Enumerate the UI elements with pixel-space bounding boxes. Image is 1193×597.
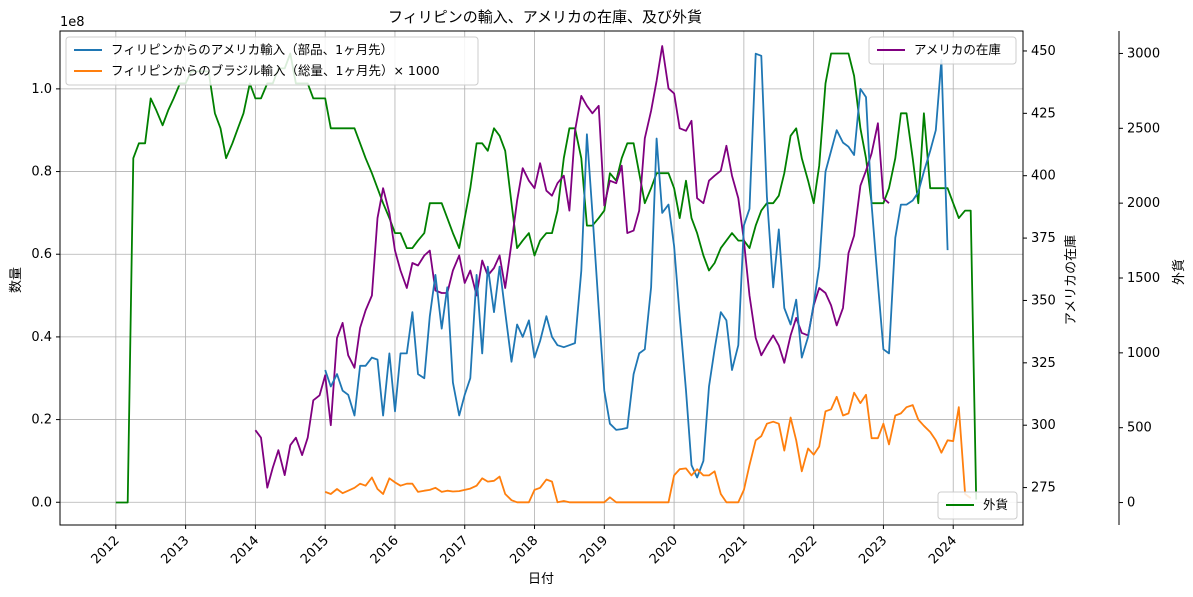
y-right-forex-tick-label: 1000 [1127,346,1160,361]
y-offset-label: 1e8 [60,15,85,30]
y-axis-label-right-forex: 外貨 [1171,259,1187,285]
series-layer [115,45,978,504]
legend-label-us-imports: フィリピンからのアメリカ輸入（部品、1ヶ月先） [111,42,393,57]
y-axis-right-forex: 0 500 1000 1500 2000 2500 3000 [1118,31,1160,525]
y-left-tick-label: 0.0 [31,495,52,510]
y-right-stock-tick-label: 275 [1031,481,1056,496]
series-brazil-imports-line [324,391,972,504]
y-axis-left: 0.0 0.2 0.4 0.6 0.8 1.0 [31,82,60,510]
y-right-stock-tick-label: 325 [1031,356,1056,371]
y-right-forex-tick-label: 2500 [1127,121,1160,136]
legend-stock: アメリカの在庫 [868,36,1017,65]
x-tick-label: 2020 [647,533,681,567]
legend-label-brazil-imports: フィリピンからのブラジル輸入（総量、1ヶ月先）× 1000 [111,63,440,78]
y-right-stock-tick-label: 375 [1031,231,1056,246]
y-right-stock-tick-label: 400 [1031,169,1056,184]
y-right-forex-tick-label: 0 [1127,496,1135,511]
legend-label-forex: 外貨 [983,497,1008,512]
y-right-stock-tick-label: 350 [1031,293,1056,308]
y-right-stock-tick-label: 425 [1031,106,1056,121]
y-left-tick-label: 0.4 [31,330,52,345]
y-right-forex-tick-label: 3000 [1127,46,1160,61]
y-left-tick-label: 0.6 [31,247,52,262]
y-axis-right-stock: 275 300 325 350 375 400 425 450 [1023,44,1056,496]
y-right-stock-tick-label: 450 [1031,44,1056,59]
y-right-forex-tick-label: 500 [1127,421,1152,436]
x-tick-label: 2019 [577,533,611,567]
y-axis-label-right-stock: アメリカの在庫 [1064,235,1079,325]
y-left-tick-label: 1.0 [31,82,52,97]
y-right-forex-tick-label: 2000 [1127,196,1160,211]
chart-title: フィリピンの輸入、アメリカの在庫、及び外貨 [388,8,702,26]
x-tick-label: 2022 [786,533,820,567]
x-tick-label: 2016 [368,533,402,567]
series-us-imports-line [324,52,949,479]
x-axis: 2012 2013 2014 2015 2016 2017 2018 2019 2020 2021… [89,525,960,567]
plot-frame [59,30,1024,526]
x-axis-label: 日付 [528,572,554,587]
x-tick-label: 2021 [717,533,751,567]
grid [60,31,1023,525]
x-tick-label: 2013 [158,533,192,567]
y-left-tick-label: 0.8 [31,165,52,180]
series-us-stock-line [254,45,890,489]
x-tick-label: 2023 [856,533,890,567]
y-right-stock-tick-label: 300 [1031,418,1056,433]
y-right-forex-tick-label: 1500 [1127,271,1160,286]
x-tick-label: 2012 [89,533,123,567]
legend-label-us-stock: アメリカの在庫 [914,42,1001,57]
legend-forex: 外貨 [937,491,1018,520]
y-left-tick-label: 0.2 [31,413,52,428]
x-tick-label: 2024 [926,533,960,567]
y-axis-label-left: 数量 [9,267,24,293]
legend-imports: フィリピンからのアメリカ輸入（部品、1ヶ月先） フィリピンからのブラジル輸入（総… [65,36,479,86]
x-tick-label: 2014 [228,533,262,567]
x-tick-label: 2015 [298,533,332,567]
x-tick-label: 2018 [507,533,541,567]
x-tick-label: 2017 [438,533,472,567]
series-forex-line [115,52,978,504]
